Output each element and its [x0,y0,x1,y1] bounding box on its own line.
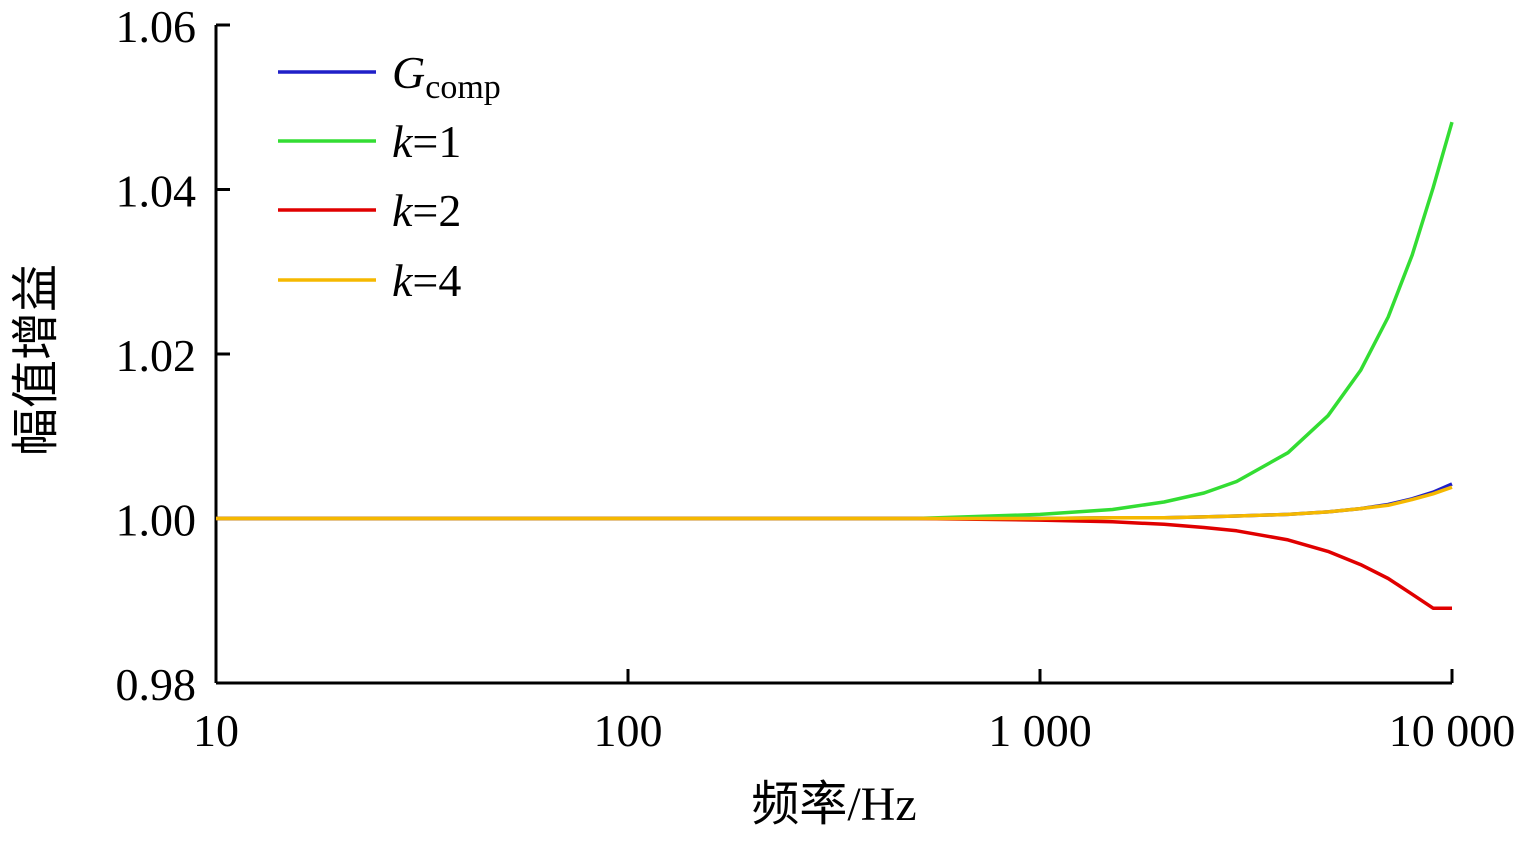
y-tick-label: 1.02 [116,330,197,381]
axes: 0.98 1.00 1.02 1.04 1.06 10 100 1 000 10 000 [116,1,1516,756]
x-tick-label: 10 000 [1389,705,1516,756]
series-line-3 [216,516,1452,610]
legend-label-3: k=2 [392,185,461,236]
series-line-4 [216,485,1453,521]
x-axis-title: 频率/Hz [751,778,916,831]
legend-label-2: k=1 [392,116,461,167]
x-tick-label: 1 000 [988,705,1092,756]
legend-label-4: k=4 [392,255,461,306]
y-tick-label: 0.98 [116,659,197,710]
legend-label-1: Gcomp [392,47,501,106]
y-tick-label: 1.06 [116,1,197,52]
x-tick-label: 10 [193,705,239,756]
y-axis-title: 幅值增益 [10,264,63,456]
legend: Gcomp k=1 k=2 k=4 [278,47,501,306]
series-layer [216,121,1454,610]
y-tick-label: 1.04 [116,166,197,217]
y-tick-label: 1.00 [116,495,197,546]
series-line-2 [216,121,1454,521]
x-tick-label: 100 [594,705,663,756]
